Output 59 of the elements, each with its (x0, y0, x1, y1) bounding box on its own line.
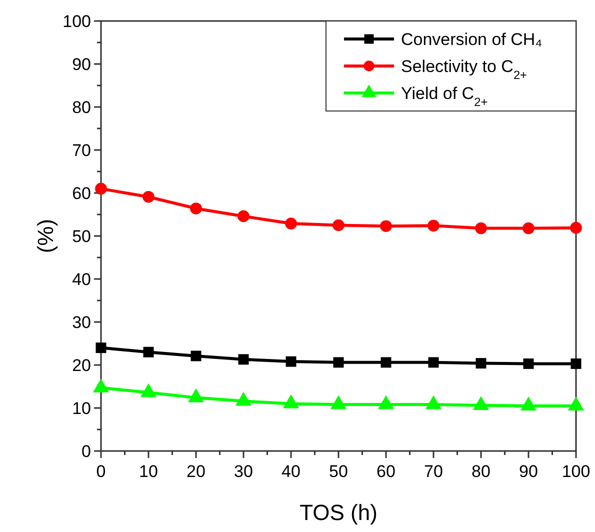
point (96, 342, 106, 354)
y-tick-label: 100 (62, 12, 91, 31)
y-axis-title: (%) (33, 218, 58, 254)
point (568, 396, 584, 410)
y-tick-label: 60 (72, 184, 91, 203)
y-tick-label: 0 (82, 442, 91, 461)
point (142, 190, 154, 203)
point (428, 220, 440, 232)
point (428, 357, 439, 368)
point (188, 388, 204, 402)
point (520, 396, 536, 410)
y-tick-label: 20 (72, 356, 91, 375)
x-tick-label: 20 (186, 462, 206, 481)
x-tick-label: 90 (519, 462, 538, 481)
point (238, 354, 249, 365)
point (283, 394, 299, 408)
x-tick-label: 100 (562, 462, 590, 481)
point (236, 392, 252, 406)
point (190, 202, 202, 214)
point (380, 220, 392, 232)
point (570, 222, 582, 234)
point (238, 210, 250, 222)
point (93, 378, 109, 392)
point (330, 395, 346, 410)
point (523, 358, 534, 369)
x-tick-label: 0 (96, 462, 106, 481)
y-tick-label: 70 (72, 140, 91, 160)
point (333, 357, 344, 368)
point (380, 357, 392, 368)
x-tick-label: 10 (139, 462, 158, 481)
y-tick-label: 10 (72, 398, 91, 418)
point (332, 219, 344, 232)
legend-label: Conversion of CH₄ (401, 30, 542, 49)
point (378, 395, 394, 410)
point (286, 356, 296, 367)
y-tick-label: 50 (72, 226, 91, 246)
x-tick-label: 50 (329, 462, 348, 481)
point (570, 358, 582, 369)
point (522, 222, 534, 234)
x-axis-title: TOS (h) (300, 500, 378, 525)
point (140, 383, 156, 398)
point (143, 346, 154, 358)
y-tick-label: 90 (72, 54, 91, 74)
x-tick-label: 40 (282, 462, 300, 481)
point (95, 182, 107, 195)
y-tick-label: 40 (72, 270, 91, 289)
x-tick-label: 30 (234, 462, 253, 481)
point (190, 350, 202, 362)
legend-label: Yield of C$_{2+}$ (401, 84, 488, 109)
point (473, 396, 489, 410)
y-tick-label: 80 (72, 98, 91, 117)
x-tick-label: 70 (424, 462, 443, 481)
legend-label: Selectivity to C$_{2+}$ (401, 56, 528, 82)
x-tick-label: 80 (472, 462, 490, 481)
y-tick-label: 30 (72, 312, 91, 332)
point (475, 222, 487, 234)
point (285, 218, 297, 230)
x-tick-label: 60 (376, 462, 396, 481)
point (426, 395, 442, 410)
